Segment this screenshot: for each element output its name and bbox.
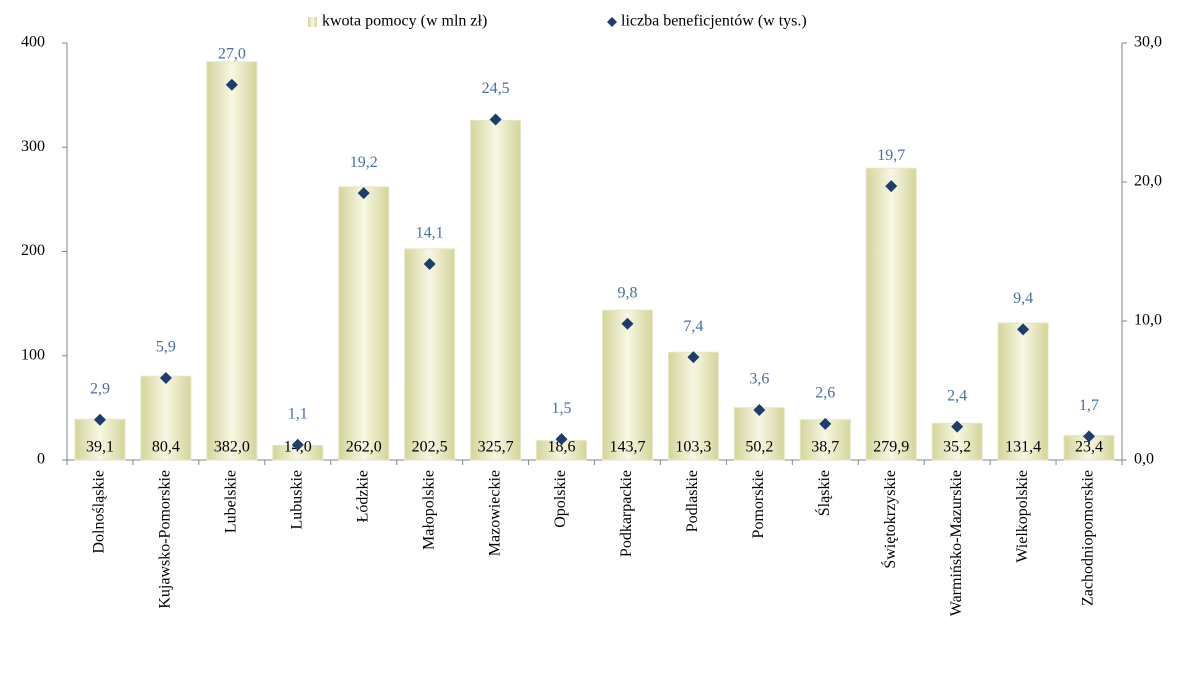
bar bbox=[733, 407, 785, 461]
point bbox=[1017, 323, 1030, 336]
point bbox=[753, 403, 766, 416]
x-tick-label: Lubuskie bbox=[288, 470, 305, 530]
point bbox=[489, 113, 502, 126]
legend-label: liczba beneficjentów (w tys.) bbox=[621, 13, 807, 30]
x-tick-label: Opolskie bbox=[552, 470, 569, 528]
bar bbox=[997, 322, 1049, 461]
bar-value-label: 131,4 bbox=[1005, 439, 1041, 456]
x-tick-label: Kujawsko-Pomorskie bbox=[157, 470, 174, 609]
point bbox=[621, 317, 634, 330]
y-tick-label: 300 bbox=[21, 138, 45, 155]
bar-value-label: 279,9 bbox=[873, 439, 909, 456]
legend-marker bbox=[607, 17, 617, 27]
point bbox=[225, 78, 238, 91]
bar-value-label: 202,5 bbox=[412, 439, 448, 456]
point bbox=[159, 371, 172, 384]
bar bbox=[865, 167, 917, 461]
bar-value-label: 38,7 bbox=[811, 439, 839, 456]
x-tick-label: Podkarpackie bbox=[618, 470, 635, 557]
y-tick-label: 400 bbox=[21, 34, 45, 51]
x-tick-label: Dolnośląskie bbox=[91, 470, 108, 554]
x-tick-label: Lubelskie bbox=[223, 470, 240, 533]
x-tick-label: Świętokrzyskie bbox=[880, 470, 899, 569]
point bbox=[687, 351, 700, 364]
point-value-label: 1,1 bbox=[288, 405, 308, 422]
point bbox=[1083, 430, 1096, 443]
x-tick-label: Pomorskie bbox=[750, 470, 767, 538]
point bbox=[357, 187, 370, 200]
bar-value-label: 103,3 bbox=[675, 439, 711, 456]
point-value-label: 9,4 bbox=[1013, 290, 1033, 307]
bar-value-label: 50,2 bbox=[745, 439, 773, 456]
bar bbox=[140, 375, 192, 461]
point-value-label: 2,6 bbox=[815, 385, 835, 402]
bar-value-label: 143,7 bbox=[609, 439, 645, 456]
x-tick-label: Śląskie bbox=[814, 470, 833, 516]
bar-value-label: 23,4 bbox=[1075, 439, 1103, 456]
y2-tick-label: 0,0 bbox=[1134, 451, 1154, 468]
bar bbox=[667, 351, 719, 461]
bar-value-label: 262,0 bbox=[346, 439, 382, 456]
x-tick-label: Wielkopolskie bbox=[1014, 470, 1031, 563]
point-value-label: 1,5 bbox=[552, 400, 572, 417]
x-tick-label: Podlaskie bbox=[684, 470, 701, 532]
point-value-label: 7,4 bbox=[683, 318, 703, 335]
y2-tick-label: 10,0 bbox=[1134, 312, 1162, 329]
bar bbox=[601, 309, 653, 461]
point-value-label: 2,4 bbox=[947, 387, 967, 404]
bar-value-label: 35,2 bbox=[943, 439, 971, 456]
point-value-label: 14,1 bbox=[416, 225, 444, 242]
bar-value-label: 382,0 bbox=[214, 439, 250, 456]
bar bbox=[338, 186, 390, 461]
legend-label: kwota pomocy (w mln zł) bbox=[322, 13, 487, 30]
point-value-label: 9,8 bbox=[617, 284, 637, 301]
y2-tick-label: 20,0 bbox=[1134, 173, 1162, 190]
x-tick-label: Małopolskie bbox=[420, 470, 437, 550]
point-value-label: 24,5 bbox=[482, 80, 510, 97]
point-value-label: 5,9 bbox=[156, 339, 176, 356]
x-tick-label: Mazowieckie bbox=[486, 470, 503, 556]
x-tick-label: Zachodniopomorskie bbox=[1080, 470, 1097, 606]
point-value-label: 2,9 bbox=[90, 380, 110, 397]
point-value-label: 1,7 bbox=[1079, 397, 1099, 414]
point-value-label: 19,7 bbox=[877, 147, 905, 164]
bar-value-label: 39,1 bbox=[86, 439, 114, 456]
bar-value-label: 325,7 bbox=[478, 439, 514, 456]
bar bbox=[404, 248, 456, 461]
point-value-label: 19,2 bbox=[350, 154, 378, 171]
bar bbox=[74, 418, 126, 461]
point bbox=[885, 180, 898, 193]
point bbox=[951, 420, 964, 433]
point bbox=[93, 413, 106, 426]
y2-tick-label: 30,0 bbox=[1134, 34, 1162, 51]
point bbox=[555, 433, 568, 446]
y-tick-label: 200 bbox=[21, 242, 45, 259]
x-tick-label: Łódzkie bbox=[354, 470, 371, 522]
point bbox=[291, 438, 304, 451]
point bbox=[423, 258, 436, 271]
point bbox=[819, 417, 832, 430]
x-tick-label: Warmińsko-Mazurskie bbox=[948, 470, 965, 616]
bar bbox=[470, 119, 522, 461]
y-tick-label: 0 bbox=[37, 451, 45, 468]
bar-value-label: 18,6 bbox=[548, 439, 576, 456]
y-tick-label: 100 bbox=[21, 346, 45, 363]
point-value-label: 3,6 bbox=[749, 371, 769, 388]
bar-value-label: 80,4 bbox=[152, 439, 180, 456]
bar bbox=[206, 61, 258, 461]
point-value-label: 27,0 bbox=[218, 45, 246, 62]
legend-marker bbox=[308, 17, 317, 27]
